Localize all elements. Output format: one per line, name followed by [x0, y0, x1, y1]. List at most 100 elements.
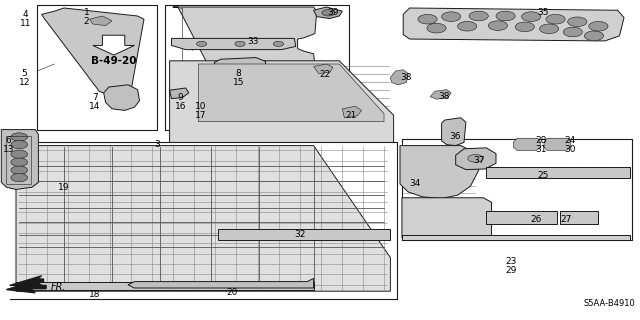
- Text: 22: 22: [319, 70, 331, 79]
- Text: 13: 13: [3, 145, 14, 154]
- Circle shape: [488, 21, 508, 30]
- Polygon shape: [90, 16, 112, 26]
- Text: S5AA-B4910: S5AA-B4910: [583, 299, 635, 308]
- Polygon shape: [402, 198, 492, 237]
- Polygon shape: [198, 64, 384, 122]
- Text: 3: 3: [154, 140, 159, 149]
- Circle shape: [468, 155, 483, 162]
- Polygon shape: [214, 58, 266, 76]
- Circle shape: [522, 12, 541, 21]
- Polygon shape: [104, 85, 140, 110]
- Circle shape: [563, 27, 582, 37]
- Text: 28: 28: [535, 136, 547, 145]
- Polygon shape: [402, 235, 630, 240]
- Text: 15: 15: [233, 78, 244, 87]
- Text: 6: 6: [6, 136, 11, 145]
- Text: 16: 16: [175, 102, 186, 111]
- Circle shape: [496, 11, 515, 21]
- Text: 19: 19: [58, 183, 70, 192]
- Circle shape: [11, 173, 28, 182]
- Polygon shape: [6, 281, 46, 293]
- Text: 30: 30: [564, 145, 575, 154]
- Text: 26: 26: [531, 215, 542, 224]
- Polygon shape: [170, 61, 394, 142]
- Circle shape: [273, 41, 284, 46]
- Text: 11: 11: [20, 20, 31, 28]
- Circle shape: [11, 158, 28, 166]
- Circle shape: [540, 24, 559, 34]
- Polygon shape: [218, 229, 390, 240]
- Text: 9: 9: [178, 93, 183, 102]
- Text: 39: 39: [327, 8, 339, 17]
- Polygon shape: [430, 90, 451, 99]
- Polygon shape: [16, 146, 390, 291]
- Polygon shape: [314, 7, 342, 19]
- Polygon shape: [10, 276, 44, 285]
- Circle shape: [458, 21, 477, 31]
- Circle shape: [11, 150, 28, 158]
- Text: 7: 7: [92, 93, 97, 102]
- Text: 24: 24: [564, 136, 575, 145]
- Text: 32: 32: [294, 230, 305, 239]
- Circle shape: [196, 41, 207, 46]
- Polygon shape: [16, 282, 314, 290]
- Text: 27: 27: [561, 215, 572, 224]
- Circle shape: [11, 166, 28, 174]
- Text: FR.: FR.: [51, 282, 67, 292]
- Circle shape: [442, 12, 461, 21]
- Polygon shape: [173, 7, 317, 74]
- Circle shape: [11, 133, 28, 141]
- Circle shape: [515, 22, 534, 32]
- Polygon shape: [170, 88, 189, 99]
- Circle shape: [568, 17, 587, 27]
- Text: 12: 12: [19, 78, 30, 87]
- Text: 1: 1: [84, 8, 89, 17]
- Polygon shape: [513, 138, 541, 150]
- Text: 38: 38: [400, 73, 412, 82]
- Polygon shape: [403, 8, 624, 41]
- Text: 35: 35: [537, 8, 548, 17]
- Circle shape: [546, 14, 565, 24]
- Polygon shape: [486, 211, 557, 224]
- Polygon shape: [390, 70, 408, 85]
- Polygon shape: [486, 167, 630, 178]
- Polygon shape: [560, 211, 598, 224]
- Circle shape: [235, 41, 245, 46]
- Polygon shape: [93, 35, 134, 55]
- Circle shape: [589, 21, 608, 31]
- Text: 4: 4: [23, 10, 28, 19]
- Text: 17: 17: [195, 111, 206, 120]
- Text: 20: 20: [227, 288, 238, 297]
- Circle shape: [469, 11, 488, 21]
- Text: 2: 2: [84, 17, 89, 26]
- Circle shape: [322, 10, 335, 16]
- Text: 23: 23: [505, 257, 516, 266]
- Text: 29: 29: [505, 266, 516, 275]
- Circle shape: [11, 140, 28, 149]
- Polygon shape: [400, 146, 479, 198]
- Polygon shape: [189, 76, 304, 126]
- Circle shape: [283, 81, 293, 86]
- Text: B-49-20: B-49-20: [91, 56, 137, 67]
- Text: 31: 31: [535, 145, 547, 154]
- Text: 33: 33: [247, 37, 259, 46]
- Polygon shape: [128, 278, 314, 288]
- Text: 18: 18: [89, 290, 100, 299]
- Text: 34: 34: [409, 180, 420, 188]
- Text: 10: 10: [195, 102, 206, 111]
- Text: 36: 36: [449, 132, 461, 141]
- Text: 5: 5: [22, 69, 27, 78]
- Text: 38: 38: [438, 92, 450, 101]
- Circle shape: [200, 81, 210, 86]
- Circle shape: [418, 14, 437, 24]
- Polygon shape: [172, 38, 296, 50]
- Text: 21: 21: [345, 111, 356, 120]
- Polygon shape: [314, 64, 333, 74]
- Polygon shape: [442, 118, 466, 146]
- Polygon shape: [1, 130, 38, 189]
- Circle shape: [584, 31, 604, 41]
- Text: 8: 8: [236, 69, 241, 78]
- Text: 25: 25: [537, 172, 548, 180]
- Polygon shape: [342, 106, 362, 118]
- Polygon shape: [42, 8, 144, 97]
